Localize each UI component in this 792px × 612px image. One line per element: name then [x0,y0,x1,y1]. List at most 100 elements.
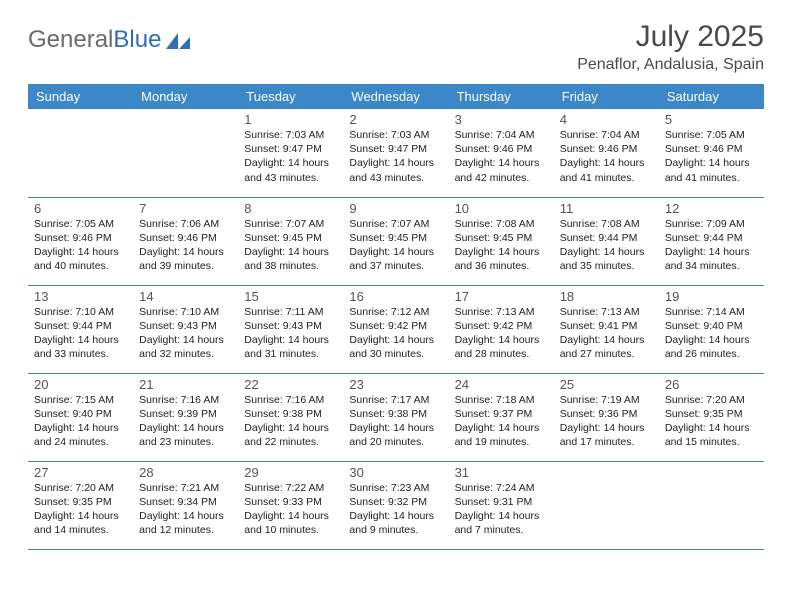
sail-icon [164,31,192,51]
day-number: 21 [139,377,232,392]
calendar-cell: 12Sunrise: 7:09 AMSunset: 9:44 PMDayligh… [659,197,764,285]
day-details: Sunrise: 7:21 AMSunset: 9:34 PMDaylight:… [139,481,232,538]
calendar-cell [28,109,133,197]
weekday-header: Tuesday [238,84,343,109]
day-number: 15 [244,289,337,304]
day-number: 2 [349,112,442,127]
day-details: Sunrise: 7:20 AMSunset: 9:35 PMDaylight:… [665,393,758,450]
location-text: Penaflor, Andalusia, Spain [577,56,764,74]
day-details: Sunrise: 7:11 AMSunset: 9:43 PMDaylight:… [244,305,337,362]
day-number: 14 [139,289,232,304]
calendar-cell: 31Sunrise: 7:24 AMSunset: 9:31 PMDayligh… [449,461,554,549]
calendar-cell: 17Sunrise: 7:13 AMSunset: 9:42 PMDayligh… [449,285,554,373]
weekday-header: Thursday [449,84,554,109]
day-number: 8 [244,201,337,216]
day-number: 16 [349,289,442,304]
calendar-cell: 8Sunrise: 7:07 AMSunset: 9:45 PMDaylight… [238,197,343,285]
day-details: Sunrise: 7:09 AMSunset: 9:44 PMDaylight:… [665,217,758,274]
day-details: Sunrise: 7:08 AMSunset: 9:44 PMDaylight:… [560,217,653,274]
weekday-header-row: SundayMondayTuesdayWednesdayThursdayFrid… [28,84,764,109]
brand-part2: Blue [113,26,161,54]
day-details: Sunrise: 7:22 AMSunset: 9:33 PMDaylight:… [244,481,337,538]
day-details: Sunrise: 7:04 AMSunset: 9:46 PMDaylight:… [455,128,548,185]
calendar-cell: 24Sunrise: 7:18 AMSunset: 9:37 PMDayligh… [449,373,554,461]
day-number: 11 [560,201,653,216]
day-number: 13 [34,289,127,304]
day-details: Sunrise: 7:07 AMSunset: 9:45 PMDaylight:… [349,217,442,274]
calendar-cell: 29Sunrise: 7:22 AMSunset: 9:33 PMDayligh… [238,461,343,549]
calendar-row: 27Sunrise: 7:20 AMSunset: 9:35 PMDayligh… [28,461,764,549]
calendar-cell [554,461,659,549]
calendar-row: 20Sunrise: 7:15 AMSunset: 9:40 PMDayligh… [28,373,764,461]
calendar-cell: 22Sunrise: 7:16 AMSunset: 9:38 PMDayligh… [238,373,343,461]
day-number: 19 [665,289,758,304]
day-details: Sunrise: 7:17 AMSunset: 9:38 PMDaylight:… [349,393,442,450]
weekday-header: Friday [554,84,659,109]
day-number: 10 [455,201,548,216]
day-details: Sunrise: 7:03 AMSunset: 9:47 PMDaylight:… [349,128,442,185]
calendar-cell: 21Sunrise: 7:16 AMSunset: 9:39 PMDayligh… [133,373,238,461]
day-number: 27 [34,465,127,480]
day-number: 17 [455,289,548,304]
day-number: 29 [244,465,337,480]
day-details: Sunrise: 7:24 AMSunset: 9:31 PMDaylight:… [455,481,548,538]
day-number: 30 [349,465,442,480]
day-number: 20 [34,377,127,392]
calendar-cell: 7Sunrise: 7:06 AMSunset: 9:46 PMDaylight… [133,197,238,285]
day-details: Sunrise: 7:14 AMSunset: 9:40 PMDaylight:… [665,305,758,362]
weekday-header: Wednesday [343,84,448,109]
day-number: 4 [560,112,653,127]
calendar-cell: 25Sunrise: 7:19 AMSunset: 9:36 PMDayligh… [554,373,659,461]
calendar-row: 6Sunrise: 7:05 AMSunset: 9:46 PMDaylight… [28,197,764,285]
calendar-cell: 30Sunrise: 7:23 AMSunset: 9:32 PMDayligh… [343,461,448,549]
day-details: Sunrise: 7:19 AMSunset: 9:36 PMDaylight:… [560,393,653,450]
calendar-cell: 16Sunrise: 7:12 AMSunset: 9:42 PMDayligh… [343,285,448,373]
day-number: 7 [139,201,232,216]
day-number: 24 [455,377,548,392]
calendar-cell: 27Sunrise: 7:20 AMSunset: 9:35 PMDayligh… [28,461,133,549]
day-details: Sunrise: 7:16 AMSunset: 9:39 PMDaylight:… [139,393,232,450]
day-details: Sunrise: 7:18 AMSunset: 9:37 PMDaylight:… [455,393,548,450]
day-details: Sunrise: 7:06 AMSunset: 9:46 PMDaylight:… [139,217,232,274]
day-number: 28 [139,465,232,480]
day-number: 25 [560,377,653,392]
day-details: Sunrise: 7:13 AMSunset: 9:42 PMDaylight:… [455,305,548,362]
day-details: Sunrise: 7:20 AMSunset: 9:35 PMDaylight:… [34,481,127,538]
day-details: Sunrise: 7:04 AMSunset: 9:46 PMDaylight:… [560,128,653,185]
header: GeneralBlue July 2025 Penaflor, Andalusi… [28,20,764,74]
day-details: Sunrise: 7:07 AMSunset: 9:45 PMDaylight:… [244,217,337,274]
day-details: Sunrise: 7:23 AMSunset: 9:32 PMDaylight:… [349,481,442,538]
calendar-cell: 19Sunrise: 7:14 AMSunset: 9:40 PMDayligh… [659,285,764,373]
day-details: Sunrise: 7:15 AMSunset: 9:40 PMDaylight:… [34,393,127,450]
day-number: 18 [560,289,653,304]
weekday-header: Saturday [659,84,764,109]
calendar-cell: 9Sunrise: 7:07 AMSunset: 9:45 PMDaylight… [343,197,448,285]
day-details: Sunrise: 7:16 AMSunset: 9:38 PMDaylight:… [244,393,337,450]
calendar-cell: 23Sunrise: 7:17 AMSunset: 9:38 PMDayligh… [343,373,448,461]
day-number: 1 [244,112,337,127]
calendar-cell: 5Sunrise: 7:05 AMSunset: 9:46 PMDaylight… [659,109,764,197]
day-number: 3 [455,112,548,127]
day-number: 12 [665,201,758,216]
day-details: Sunrise: 7:13 AMSunset: 9:41 PMDaylight:… [560,305,653,362]
title-block: July 2025 Penaflor, Andalusia, Spain [577,20,764,74]
calendar-cell: 15Sunrise: 7:11 AMSunset: 9:43 PMDayligh… [238,285,343,373]
calendar-table: SundayMondayTuesdayWednesdayThursdayFrid… [28,84,764,550]
weekday-header: Sunday [28,84,133,109]
calendar-cell: 20Sunrise: 7:15 AMSunset: 9:40 PMDayligh… [28,373,133,461]
day-details: Sunrise: 7:08 AMSunset: 9:45 PMDaylight:… [455,217,548,274]
calendar-cell: 4Sunrise: 7:04 AMSunset: 9:46 PMDaylight… [554,109,659,197]
day-number: 5 [665,112,758,127]
day-details: Sunrise: 7:10 AMSunset: 9:43 PMDaylight:… [139,305,232,362]
calendar-cell: 26Sunrise: 7:20 AMSunset: 9:35 PMDayligh… [659,373,764,461]
calendar-cell: 3Sunrise: 7:04 AMSunset: 9:46 PMDaylight… [449,109,554,197]
brand-part1: General [28,26,113,54]
calendar-cell: 11Sunrise: 7:08 AMSunset: 9:44 PMDayligh… [554,197,659,285]
day-number: 9 [349,201,442,216]
calendar-cell: 13Sunrise: 7:10 AMSunset: 9:44 PMDayligh… [28,285,133,373]
day-details: Sunrise: 7:03 AMSunset: 9:47 PMDaylight:… [244,128,337,185]
calendar-row: 1Sunrise: 7:03 AMSunset: 9:47 PMDaylight… [28,109,764,197]
day-number: 26 [665,377,758,392]
day-number: 6 [34,201,127,216]
calendar-body: 1Sunrise: 7:03 AMSunset: 9:47 PMDaylight… [28,109,764,549]
